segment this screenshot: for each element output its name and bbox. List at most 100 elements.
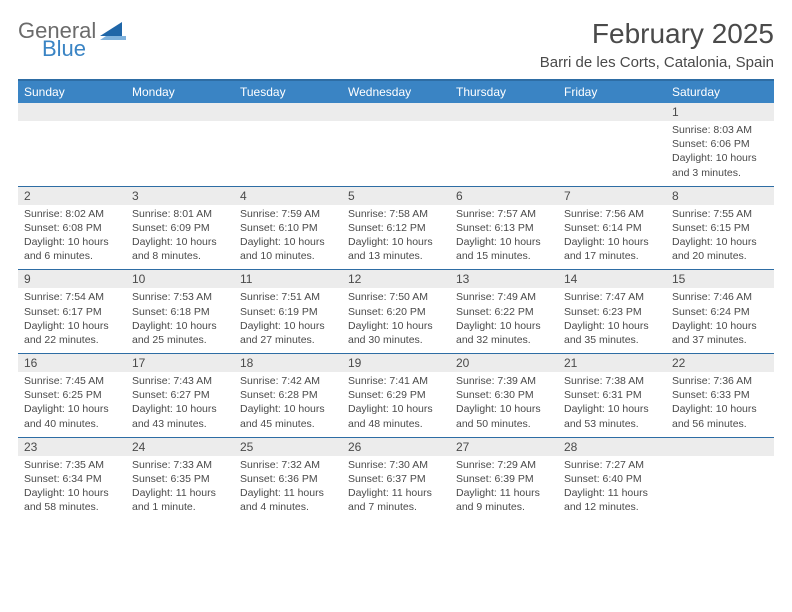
calendar-page: General Blue February 2025 Barri de les … xyxy=(0,0,792,532)
daylight-text: Daylight: 11 hours and 9 minutes. xyxy=(456,486,552,514)
dow-tue: Tuesday xyxy=(234,81,342,103)
sunset-text: Sunset: 6:30 PM xyxy=(456,388,552,402)
daylight-text: Daylight: 10 hours and 17 minutes. xyxy=(564,235,660,263)
sunset-text: Sunset: 6:34 PM xyxy=(24,472,120,486)
sunrise-text: Sunrise: 7:53 AM xyxy=(132,290,228,304)
month-title: February 2025 xyxy=(540,18,774,50)
calendar-week: 9101112131415Sunrise: 7:54 AMSunset: 6:1… xyxy=(18,269,774,353)
daylight-text: Daylight: 10 hours and 35 minutes. xyxy=(564,319,660,347)
sunrise-text: Sunrise: 7:51 AM xyxy=(240,290,336,304)
daylight-text: Daylight: 10 hours and 6 minutes. xyxy=(24,235,120,263)
daylight-text: Daylight: 10 hours and 27 minutes. xyxy=(240,319,336,347)
sunrise-text: Sunrise: 7:42 AM xyxy=(240,374,336,388)
day-cell: Sunrise: 8:01 AMSunset: 6:09 PMDaylight:… xyxy=(126,205,234,270)
sunrise-text: Sunrise: 7:46 AM xyxy=(672,290,768,304)
sunrise-text: Sunrise: 7:33 AM xyxy=(132,458,228,472)
sunset-text: Sunset: 6:28 PM xyxy=(240,388,336,402)
day-of-week-header: Sunday Monday Tuesday Wednesday Thursday… xyxy=(18,81,774,103)
sunrise-text: Sunrise: 7:58 AM xyxy=(348,207,444,221)
day-number: 1 xyxy=(666,103,774,121)
daylight-text: Daylight: 10 hours and 20 minutes. xyxy=(672,235,768,263)
day-number: 14 xyxy=(558,270,666,288)
daylight-text: Daylight: 10 hours and 48 minutes. xyxy=(348,402,444,430)
sunset-text: Sunset: 6:17 PM xyxy=(24,305,120,319)
sunset-text: Sunset: 6:40 PM xyxy=(564,472,660,486)
day-number: 19 xyxy=(342,354,450,372)
day-number xyxy=(126,103,234,121)
calendar: Sunday Monday Tuesday Wednesday Thursday… xyxy=(18,79,774,520)
day-cell xyxy=(234,121,342,186)
sunset-text: Sunset: 6:09 PM xyxy=(132,221,228,235)
day-number: 10 xyxy=(126,270,234,288)
day-cell: Sunrise: 7:45 AMSunset: 6:25 PMDaylight:… xyxy=(18,372,126,437)
sunset-text: Sunset: 6:37 PM xyxy=(348,472,444,486)
day-cell: Sunrise: 7:41 AMSunset: 6:29 PMDaylight:… xyxy=(342,372,450,437)
daylight-text: Daylight: 10 hours and 40 minutes. xyxy=(24,402,120,430)
daylight-text: Daylight: 10 hours and 22 minutes. xyxy=(24,319,120,347)
day-cell: Sunrise: 7:29 AMSunset: 6:39 PMDaylight:… xyxy=(450,456,558,521)
day-cell xyxy=(18,121,126,186)
sunrise-text: Sunrise: 7:56 AM xyxy=(564,207,660,221)
daylight-text: Daylight: 11 hours and 4 minutes. xyxy=(240,486,336,514)
day-number: 26 xyxy=(342,438,450,456)
day-cell: Sunrise: 7:35 AMSunset: 6:34 PMDaylight:… xyxy=(18,456,126,521)
day-number: 12 xyxy=(342,270,450,288)
sunrise-text: Sunrise: 8:03 AM xyxy=(672,123,768,137)
dow-sun: Sunday xyxy=(18,81,126,103)
daylight-text: Daylight: 10 hours and 58 minutes. xyxy=(24,486,120,514)
day-cell: Sunrise: 7:46 AMSunset: 6:24 PMDaylight:… xyxy=(666,288,774,353)
day-cell: Sunrise: 7:57 AMSunset: 6:13 PMDaylight:… xyxy=(450,205,558,270)
day-cell: Sunrise: 7:56 AMSunset: 6:14 PMDaylight:… xyxy=(558,205,666,270)
day-cell: Sunrise: 7:32 AMSunset: 6:36 PMDaylight:… xyxy=(234,456,342,521)
weeks-container: 1Sunrise: 8:03 AMSunset: 6:06 PMDaylight… xyxy=(18,103,774,520)
day-cell xyxy=(558,121,666,186)
daylight-text: Daylight: 10 hours and 56 minutes. xyxy=(672,402,768,430)
day-number: 6 xyxy=(450,187,558,205)
day-cell: Sunrise: 8:03 AMSunset: 6:06 PMDaylight:… xyxy=(666,121,774,186)
day-cell: Sunrise: 7:53 AMSunset: 6:18 PMDaylight:… xyxy=(126,288,234,353)
day-number: 11 xyxy=(234,270,342,288)
daylight-text: Daylight: 10 hours and 8 minutes. xyxy=(132,235,228,263)
sunrise-text: Sunrise: 8:02 AM xyxy=(24,207,120,221)
sunrise-text: Sunrise: 7:50 AM xyxy=(348,290,444,304)
sunrise-text: Sunrise: 7:55 AM xyxy=(672,207,768,221)
logo: General Blue xyxy=(18,18,126,60)
daylight-text: Daylight: 10 hours and 15 minutes. xyxy=(456,235,552,263)
sunrise-text: Sunrise: 7:39 AM xyxy=(456,374,552,388)
daylight-text: Daylight: 10 hours and 45 minutes. xyxy=(240,402,336,430)
day-number: 20 xyxy=(450,354,558,372)
header: General Blue February 2025 Barri de les … xyxy=(18,18,774,71)
day-number: 24 xyxy=(126,438,234,456)
sunrise-text: Sunrise: 7:59 AM xyxy=(240,207,336,221)
calendar-week: 1Sunrise: 8:03 AMSunset: 6:06 PMDaylight… xyxy=(18,103,774,186)
sunrise-text: Sunrise: 7:38 AM xyxy=(564,374,660,388)
daylight-text: Daylight: 10 hours and 30 minutes. xyxy=(348,319,444,347)
day-number: 25 xyxy=(234,438,342,456)
sunset-text: Sunset: 6:12 PM xyxy=(348,221,444,235)
day-number: 5 xyxy=(342,187,450,205)
day-cell: Sunrise: 7:49 AMSunset: 6:22 PMDaylight:… xyxy=(450,288,558,353)
sunset-text: Sunset: 6:06 PM xyxy=(672,137,768,151)
sunrise-text: Sunrise: 7:49 AM xyxy=(456,290,552,304)
sunrise-text: Sunrise: 8:01 AM xyxy=(132,207,228,221)
daylight-text: Daylight: 11 hours and 12 minutes. xyxy=(564,486,660,514)
daylight-text: Daylight: 11 hours and 7 minutes. xyxy=(348,486,444,514)
day-number xyxy=(666,438,774,456)
day-number: 3 xyxy=(126,187,234,205)
sunset-text: Sunset: 6:35 PM xyxy=(132,472,228,486)
day-number: 17 xyxy=(126,354,234,372)
sunset-text: Sunset: 6:25 PM xyxy=(24,388,120,402)
daylight-text: Daylight: 10 hours and 10 minutes. xyxy=(240,235,336,263)
sunrise-text: Sunrise: 7:30 AM xyxy=(348,458,444,472)
sunset-text: Sunset: 6:22 PM xyxy=(456,305,552,319)
day-number: 15 xyxy=(666,270,774,288)
sunrise-text: Sunrise: 7:41 AM xyxy=(348,374,444,388)
sunrise-text: Sunrise: 7:54 AM xyxy=(24,290,120,304)
day-cell: Sunrise: 7:54 AMSunset: 6:17 PMDaylight:… xyxy=(18,288,126,353)
daylight-text: Daylight: 10 hours and 43 minutes. xyxy=(132,402,228,430)
daylight-text: Daylight: 10 hours and 13 minutes. xyxy=(348,235,444,263)
day-cell: Sunrise: 7:42 AMSunset: 6:28 PMDaylight:… xyxy=(234,372,342,437)
sunset-text: Sunset: 6:23 PM xyxy=(564,305,660,319)
title-block: February 2025 Barri de les Corts, Catalo… xyxy=(540,18,774,71)
sunset-text: Sunset: 6:18 PM xyxy=(132,305,228,319)
